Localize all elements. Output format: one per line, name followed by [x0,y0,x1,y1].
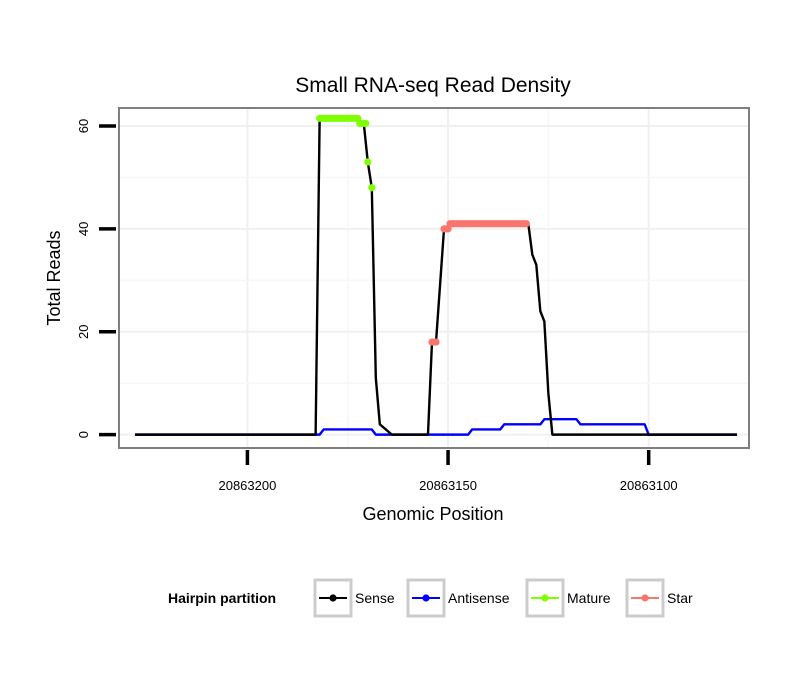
y-tick-label: 60 [76,119,91,133]
y-axis-ticks: 0 20 40 60 [76,119,116,438]
x-tick-label: 20863100 [620,478,678,493]
legend-key-point [641,594,649,602]
legend: Hairpin partition Sense Antisense Mature St… [168,578,693,618]
legend-key-point [329,594,337,602]
legend-title: Hairpin partition [168,590,276,606]
star-series-points [428,220,530,346]
x-axis-ticks: 20863200 20863150 20863100 [218,450,678,493]
mature-point [364,158,372,166]
series-layer [135,114,737,436]
y-tick-label: 0 [76,431,91,438]
legend-label-mature: Mature [567,590,611,606]
antisense-series-line [135,418,737,436]
plot-border [118,107,750,449]
chart-title: Small RNA-seq Read Density [295,74,571,97]
plot-panel [119,108,749,448]
mature-point [368,184,376,192]
legend-item-antisense: Antisense [406,578,510,618]
legend-label-sense: Sense [355,590,395,606]
legend-item-sense: Sense [313,578,395,618]
legend-label-star: Star [667,590,693,606]
legend-key-point [422,594,430,602]
mature-point [362,119,370,128]
mature-series-points [316,114,376,192]
legend-label-antisense: Antisense [448,590,510,606]
y-tick-label: 40 [76,222,91,236]
y-tick-label: 20 [76,325,91,339]
x-tick-label: 20863200 [218,478,276,493]
x-tick-label: 20863150 [419,478,477,493]
legend-item-star: Star [625,578,693,618]
legend-item-mature: Mature [525,578,611,618]
star-point [522,220,530,228]
y-axis-label: Total Reads [44,230,64,325]
x-axis-label: Genomic Position [362,504,503,524]
legend-key-point [541,594,549,602]
star-point [432,338,440,346]
